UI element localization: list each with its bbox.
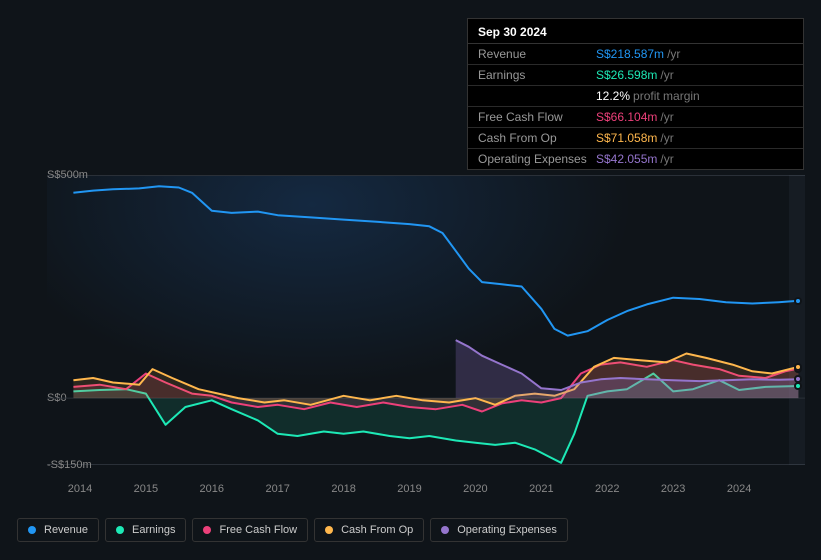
legend-dot-icon <box>441 526 449 534</box>
tooltip-label: Operating Expenses <box>478 152 596 166</box>
series-end-marker <box>794 297 802 305</box>
x-tick-label: 2017 <box>265 483 289 495</box>
tooltip-panel: Sep 30 2024 RevenueS$218.587m/yrEarnings… <box>467 18 804 170</box>
legend-dot-icon <box>28 526 36 534</box>
tooltip-label: Revenue <box>478 47 596 61</box>
tooltip-value: S$26.598m <box>596 68 657 82</box>
series-end-marker <box>794 375 802 383</box>
tooltip-unit: /yr <box>660 131 673 145</box>
tooltip-unit: /yr <box>660 68 673 82</box>
legend-item[interactable]: Earnings <box>105 518 186 542</box>
x-tick-label: 2014 <box>68 483 92 495</box>
tooltip-value: 12.2% <box>596 89 630 103</box>
tooltip-row: Cash From OpS$71.058m/yr <box>468 128 803 149</box>
x-tick-label: 2022 <box>595 483 619 495</box>
chart-lines <box>47 175 805 465</box>
tooltip-row: RevenueS$218.587m/yr <box>468 44 803 65</box>
x-tick-label: 2018 <box>331 483 355 495</box>
tooltip-unit: /yr <box>660 110 673 124</box>
tooltip-value: S$42.055m <box>596 152 657 166</box>
legend-dot-icon <box>116 526 124 534</box>
series-end-marker <box>794 363 802 371</box>
tooltip-label: Free Cash Flow <box>478 110 596 124</box>
legend-item[interactable]: Revenue <box>17 518 99 542</box>
tooltip-label: Cash From Op <box>478 131 596 145</box>
x-tick-label: 2024 <box>727 483 751 495</box>
legend-item[interactable]: Cash From Op <box>314 518 424 542</box>
tooltip-row: 12.2%profit margin <box>468 86 803 107</box>
tooltip-row: Free Cash FlowS$66.104m/yr <box>468 107 803 128</box>
x-tick-label: 2023 <box>661 483 685 495</box>
legend: Revenue Earnings Free Cash Flow Cash From O… <box>17 518 568 542</box>
legend-dot-icon <box>325 526 333 534</box>
tooltip-value: S$66.104m <box>596 110 657 124</box>
x-tick-label: 2019 <box>397 483 421 495</box>
x-tick-label: 2015 <box>134 483 158 495</box>
tooltip-unit: /yr <box>660 152 673 166</box>
series-line <box>73 186 798 335</box>
x-tick-label: 2021 <box>529 483 553 495</box>
legend-label: Free Cash Flow <box>219 524 297 536</box>
legend-dot-icon <box>203 526 211 534</box>
chart: S$500mS$0-S$150m <box>17 160 805 480</box>
tooltip-unit: /yr <box>667 47 680 61</box>
legend-label: Operating Expenses <box>457 524 557 536</box>
tooltip-unit: profit margin <box>633 89 700 103</box>
tooltip-value: S$218.587m <box>596 47 664 61</box>
tooltip-date: Sep 30 2024 <box>468 19 803 44</box>
tooltip-rows: RevenueS$218.587m/yrEarningsS$26.598m/yr… <box>468 44 803 169</box>
tooltip-value: S$71.058m <box>596 131 657 145</box>
x-tick-label: 2016 <box>200 483 224 495</box>
legend-item[interactable]: Operating Expenses <box>430 518 568 542</box>
legend-item[interactable]: Free Cash Flow <box>192 518 308 542</box>
legend-label: Cash From Op <box>341 524 413 536</box>
x-tick-label: 2020 <box>463 483 487 495</box>
legend-label: Revenue <box>44 524 88 536</box>
x-axis-labels: 2014 2015 2016 2017 2018 2019 2020 2021 2022 2023… <box>17 483 805 503</box>
legend-label: Earnings <box>132 524 175 536</box>
tooltip-row: Operating ExpensesS$42.055m/yr <box>468 149 803 169</box>
tooltip-label: Earnings <box>478 68 596 82</box>
tooltip-row: EarningsS$26.598m/yr <box>468 65 803 86</box>
